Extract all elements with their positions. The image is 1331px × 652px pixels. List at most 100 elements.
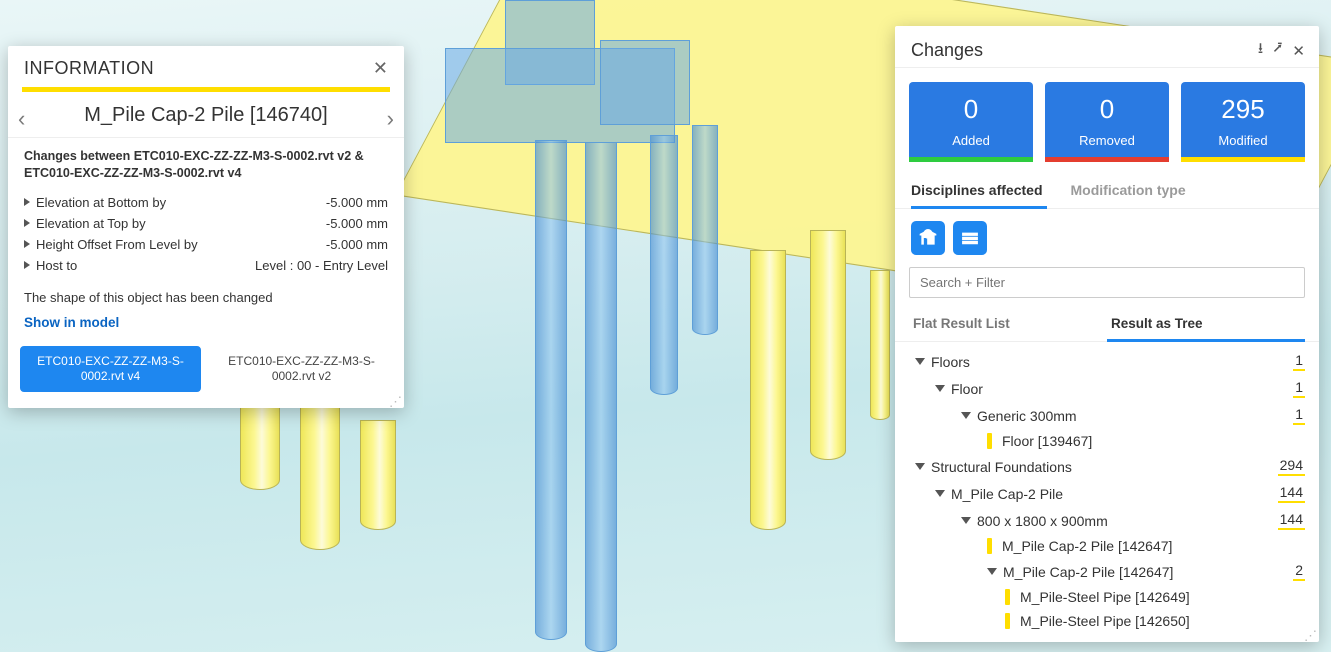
model-pile <box>810 230 846 460</box>
tree-leaf[interactable]: M_Pile-Steel Pipe [142650] <box>901 609 1309 633</box>
element-title: M_Pile Cap-2 Pile [146740] <box>84 104 327 127</box>
caret-down-icon <box>935 490 945 497</box>
results-tree[interactable]: Floors 1 Floor 1 Generic 300mm 1 Floor [139467… <box>895 342 1319 642</box>
subtab-flat-list[interactable]: Flat Result List <box>909 308 1107 341</box>
summary-card-label: Removed <box>1079 133 1135 148</box>
property-row[interactable]: Height Offset From Level by -5.000 mm <box>24 234 388 255</box>
tree-leaf[interactable]: M_Pile-Steel Pipe [142649] <box>901 585 1309 609</box>
tree-count: 1 <box>1293 379 1305 398</box>
model-selected-pile <box>535 140 567 640</box>
model-selected-pile <box>692 125 718 335</box>
caret-down-icon <box>961 517 971 524</box>
tree-branch[interactable]: 800 x 1800 x 900mm 144 <box>901 507 1309 534</box>
tree-branch[interactable]: Floors 1 <box>901 348 1309 375</box>
tree-count: 144 <box>1278 484 1305 503</box>
summary-card-count: 0 <box>964 94 978 125</box>
summary-card-label: Modified <box>1218 133 1267 148</box>
expand-icon <box>24 198 30 206</box>
summary-card-modified[interactable]: 295 Modified <box>1181 82 1305 162</box>
tab-modification-type[interactable]: Modification type <box>1071 176 1186 208</box>
model-pile <box>360 420 396 530</box>
version-button-v2[interactable]: ETC010-EXC-ZZ-ZZ-M3-S- 0002.rvt v2 <box>211 346 392 392</box>
modified-mark-icon <box>1005 613 1010 629</box>
tree-label-text: M_Pile Cap-2 Pile [142647] <box>1002 538 1172 554</box>
caret-down-icon <box>961 412 971 419</box>
modified-mark-icon <box>987 433 992 449</box>
property-row[interactable]: Host to Level : 00 - Entry Level <box>24 255 388 276</box>
open-external-icon[interactable]: ⭷ <box>1273 38 1282 63</box>
tree-label-text: Floor [139467] <box>1002 433 1092 449</box>
expand-icon <box>24 240 30 248</box>
tree-branch[interactable]: Floor 1 <box>901 375 1309 402</box>
tree-branch[interactable]: Generic 300mm 1 <box>901 402 1309 429</box>
property-row[interactable]: Elevation at Top by -5.000 mm <box>24 213 388 234</box>
caret-down-icon <box>935 385 945 392</box>
tree-label-text: M_Pile Cap-2 Pile [142647] <box>1003 564 1173 580</box>
tree-label-text: Structural Foundations <box>931 459 1072 475</box>
property-row[interactable]: Elevation at Bottom by -5.000 mm <box>24 192 388 213</box>
tree-label-text: M_Pile Cap-2 Pile <box>951 486 1063 502</box>
property-key: Elevation at Bottom by <box>36 195 166 210</box>
tree-label-text: M_Pile-Steel Pipe [142649] <box>1020 589 1190 605</box>
model-pile <box>300 400 340 550</box>
discipline-architectural-icon[interactable] <box>911 221 945 255</box>
resize-grip-icon[interactable]: ⋰ <box>389 398 400 406</box>
caret-down-icon <box>987 568 997 575</box>
download-icon[interactable]: ⭳ <box>1258 38 1263 63</box>
next-element-button[interactable]: › <box>387 106 394 132</box>
property-value: -5.000 mm <box>326 237 388 252</box>
changes-header: Changes <box>911 40 983 61</box>
tree-count: 2 <box>1293 562 1305 581</box>
prev-element-button[interactable]: ‹ <box>18 106 25 132</box>
tab-disciplines-affected[interactable]: Disciplines affected <box>911 176 1043 208</box>
caret-down-icon <box>915 463 925 470</box>
tree-label-text: Floors <box>931 354 970 370</box>
show-in-model-link[interactable]: Show in model <box>24 315 388 330</box>
property-key: Elevation at Top by <box>36 216 146 231</box>
tree-leaf[interactable]: M_Pile Cap-2 Pile [142647] <box>901 534 1309 558</box>
tree-branch[interactable]: M_Pile Cap-2 Pile [142647] 2 <box>901 558 1309 585</box>
subtab-result-tree[interactable]: Result as Tree <box>1107 308 1305 341</box>
discipline-structural-icon[interactable] <box>953 221 987 255</box>
property-key: Host to <box>36 258 77 273</box>
version-button-v4[interactable]: ETC010-EXC-ZZ-ZZ-M3-S- 0002.rvt v4 <box>20 346 201 392</box>
summary-card-bar <box>1045 157 1169 162</box>
summary-card-count: 0 <box>1100 94 1114 125</box>
summary-card-bar <box>909 157 1033 162</box>
caret-down-icon <box>915 358 925 365</box>
summary-card-label: Added <box>952 133 990 148</box>
shape-change-note: The shape of this object has been change… <box>24 290 388 305</box>
model-pile <box>750 250 786 530</box>
summary-card-removed[interactable]: 0 Removed <box>1045 82 1169 162</box>
tree-label-text: M_Pile-Steel Pipe [142650] <box>1020 613 1190 629</box>
summary-card-added[interactable]: 0 Added <box>909 82 1033 162</box>
tree-branch[interactable]: Structural Foundations294 <box>901 453 1309 480</box>
tree-label-text: Floor <box>951 381 983 397</box>
property-value: Level : 00 - Entry Level <box>255 258 388 273</box>
search-filter-input[interactable] <box>909 267 1305 298</box>
expand-icon <box>24 261 30 269</box>
changes-panel: Changes ⭳ ⭷ ✕ 0Added0Removed295Modified … <box>895 26 1319 642</box>
tree-label-text: 800 x 1800 x 900mm <box>977 513 1108 529</box>
expand-icon <box>24 219 30 227</box>
tree-label-text: Generic 300mm <box>977 408 1077 424</box>
tree-leaf[interactable]: Floor [139467] <box>901 429 1309 453</box>
modified-mark-icon <box>1005 589 1010 605</box>
compare-description: Changes between ETC010-EXC-ZZ-ZZ-M3-S-00… <box>24 148 388 182</box>
close-icon[interactable]: ✕ <box>1292 42 1305 60</box>
property-value: -5.000 mm <box>326 216 388 231</box>
summary-card-count: 295 <box>1221 94 1264 125</box>
model-pile <box>870 270 890 420</box>
tree-count: 1 <box>1293 352 1305 371</box>
tree-count: 144 <box>1278 511 1305 530</box>
model-selected-block <box>600 40 690 125</box>
property-key: Height Offset From Level by <box>36 237 198 252</box>
modified-mark-icon <box>987 538 992 554</box>
model-selected-pile <box>650 135 678 395</box>
property-value: -5.000 mm <box>326 195 388 210</box>
tree-count: 1 <box>1293 406 1305 425</box>
close-icon[interactable]: ✕ <box>373 58 388 79</box>
modified-indicator-bar <box>22 87 390 92</box>
information-panel: INFORMATION ✕ ‹ M_Pile Cap-2 Pile [14674… <box>8 46 404 408</box>
tree-branch[interactable]: M_Pile Cap-2 Pile 144 <box>901 480 1309 507</box>
